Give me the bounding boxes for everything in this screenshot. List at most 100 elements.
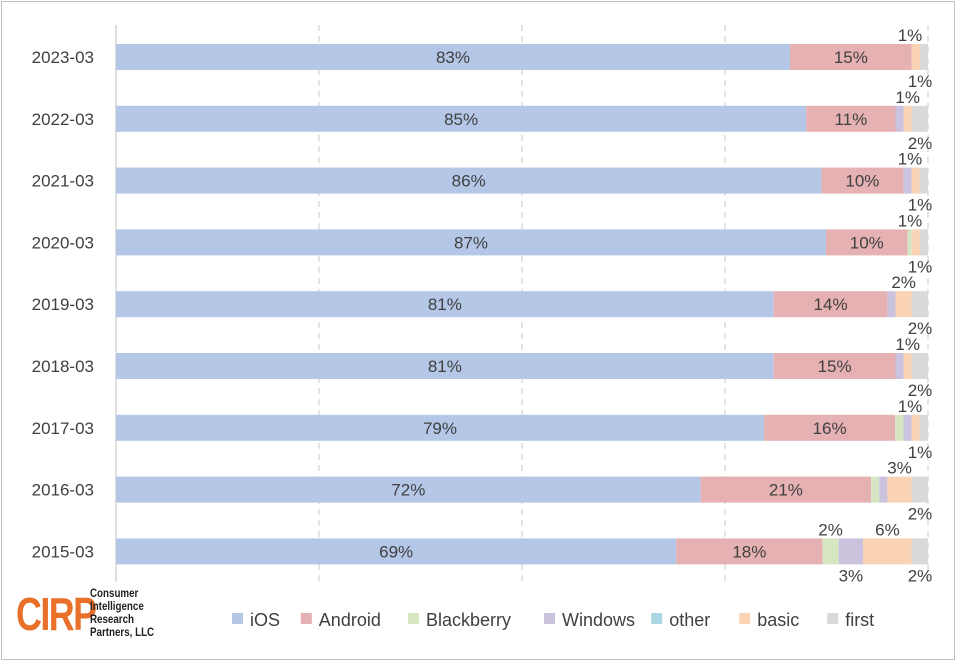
- bar-segment-first: [919, 167, 928, 194]
- bar-segment-windows: [887, 291, 896, 318]
- bar-segment-first: [911, 353, 928, 379]
- legend-swatch-windows: [544, 613, 555, 624]
- legend-label: other: [669, 610, 710, 630]
- data-label: 3%: [839, 566, 864, 585]
- bar-segment-blackberry: [907, 229, 912, 256]
- data-label: 21%: [769, 481, 803, 500]
- bar-segment-basic: [903, 353, 912, 379]
- legend-label: basic: [757, 610, 799, 630]
- bar-segment-first: [919, 44, 928, 70]
- bar-segment-ios: [116, 414, 764, 441]
- logo-line: Partners, LLC: [90, 627, 155, 639]
- data-label: 1%: [908, 257, 933, 276]
- data-label: 87%: [454, 233, 488, 252]
- data-label: 1%: [908, 196, 933, 215]
- legend-swatch-first: [827, 613, 839, 624]
- bar-segment-blackberry: [895, 414, 904, 441]
- data-label: 81%: [428, 357, 462, 376]
- legend-swatch-android: [300, 613, 312, 624]
- bar-segment-ios: [116, 44, 790, 70]
- bar-segment-android: [825, 229, 908, 256]
- bar-segment-basic: [911, 167, 920, 194]
- data-label: 86%: [452, 172, 486, 191]
- bar-segment-windows: [903, 167, 912, 194]
- category-label: 2020-03: [32, 233, 94, 252]
- data-label: 18%: [732, 542, 766, 561]
- logo-line: Consumer: [90, 588, 139, 600]
- data-label: 2%: [908, 134, 933, 153]
- bar-segment-ios: [116, 167, 822, 194]
- legend-label: iOS: [250, 610, 280, 630]
- bar-segment-basic: [863, 538, 912, 565]
- category-label: 2021-03: [32, 172, 94, 191]
- data-label: 1%: [895, 335, 920, 354]
- data-label: 6%: [875, 520, 900, 539]
- data-label: 16%: [813, 419, 847, 438]
- data-label: 10%: [845, 172, 879, 191]
- bar-segment-basic: [887, 476, 912, 503]
- bar-segment-basic: [895, 291, 912, 318]
- data-label: 1%: [898, 150, 923, 169]
- bar-segment-basic: [903, 105, 912, 132]
- legend-swatch-blackberry: [408, 613, 419, 624]
- bar-segment-android: [821, 167, 904, 194]
- logo-text: Consumer Intelligence Research Partners,…: [90, 588, 154, 640]
- data-label: 72%: [391, 481, 425, 500]
- data-label: 1%: [898, 26, 923, 45]
- bar-segment-windows: [903, 414, 912, 441]
- logo-mark: CIRP: [16, 588, 97, 640]
- bar-segment-ios: [116, 538, 677, 565]
- data-label: 1%: [908, 443, 933, 462]
- data-label: 15%: [834, 48, 868, 67]
- bar-segment-windows: [895, 105, 904, 132]
- bar-segment-ios: [116, 476, 701, 503]
- legend-label: Blackberry: [426, 610, 511, 630]
- logo-line: Research: [90, 614, 135, 626]
- bar-segment-android: [763, 414, 896, 441]
- category-label: 2015-03: [32, 542, 94, 561]
- category-label: 2016-03: [32, 481, 94, 500]
- category-label: 2018-03: [32, 357, 94, 376]
- bar-segment-ios: [116, 105, 807, 132]
- data-label: 2%: [891, 273, 916, 292]
- data-label: 14%: [814, 295, 848, 314]
- data-label: 2%: [908, 505, 933, 524]
- bar-segment-android: [773, 353, 896, 379]
- bar-segment-first: [911, 105, 928, 132]
- legend-label: Windows: [562, 610, 635, 630]
- bar-segment-android: [789, 44, 912, 70]
- data-label: 69%: [379, 542, 413, 561]
- bar-segment-windows: [838, 538, 864, 565]
- legend-label: first: [845, 610, 874, 630]
- data-label: 79%: [423, 419, 457, 438]
- category-label: 2022-03: [32, 110, 94, 129]
- cirp-logo: CIRP Consumer Intelligence Research Part…: [16, 588, 165, 640]
- bar-segment-first: [919, 229, 928, 256]
- bar-segment-basic: [911, 44, 920, 70]
- bar-segment-basic: [911, 229, 920, 256]
- bar-segment-first: [911, 538, 928, 565]
- bar-segment-windows: [879, 476, 888, 503]
- data-label: 2%: [908, 319, 933, 338]
- bar-segment-android: [806, 105, 896, 132]
- bar-segment-blackberry: [822, 538, 839, 565]
- data-label: 10%: [850, 233, 884, 252]
- bar-segment-android: [700, 476, 872, 503]
- bar-segment-ios: [116, 353, 774, 379]
- legend-swatch-basic: [739, 613, 751, 624]
- data-label: 81%: [428, 295, 462, 314]
- data-label: 2%: [908, 381, 933, 400]
- data-label: 2%: [908, 566, 933, 585]
- bar-segment-first: [911, 476, 928, 503]
- bar-segment-ios: [116, 229, 826, 256]
- bar-segment-basic: [911, 414, 920, 441]
- bar-segment-android: [676, 538, 823, 565]
- data-label: 1%: [898, 211, 923, 230]
- category-label: 2017-03: [32, 419, 94, 438]
- data-label: 11%: [834, 110, 867, 129]
- data-label: 83%: [436, 48, 470, 67]
- legend-swatch-other: [651, 613, 663, 624]
- data-label: 85%: [444, 110, 478, 129]
- legend-label: Android: [319, 610, 381, 630]
